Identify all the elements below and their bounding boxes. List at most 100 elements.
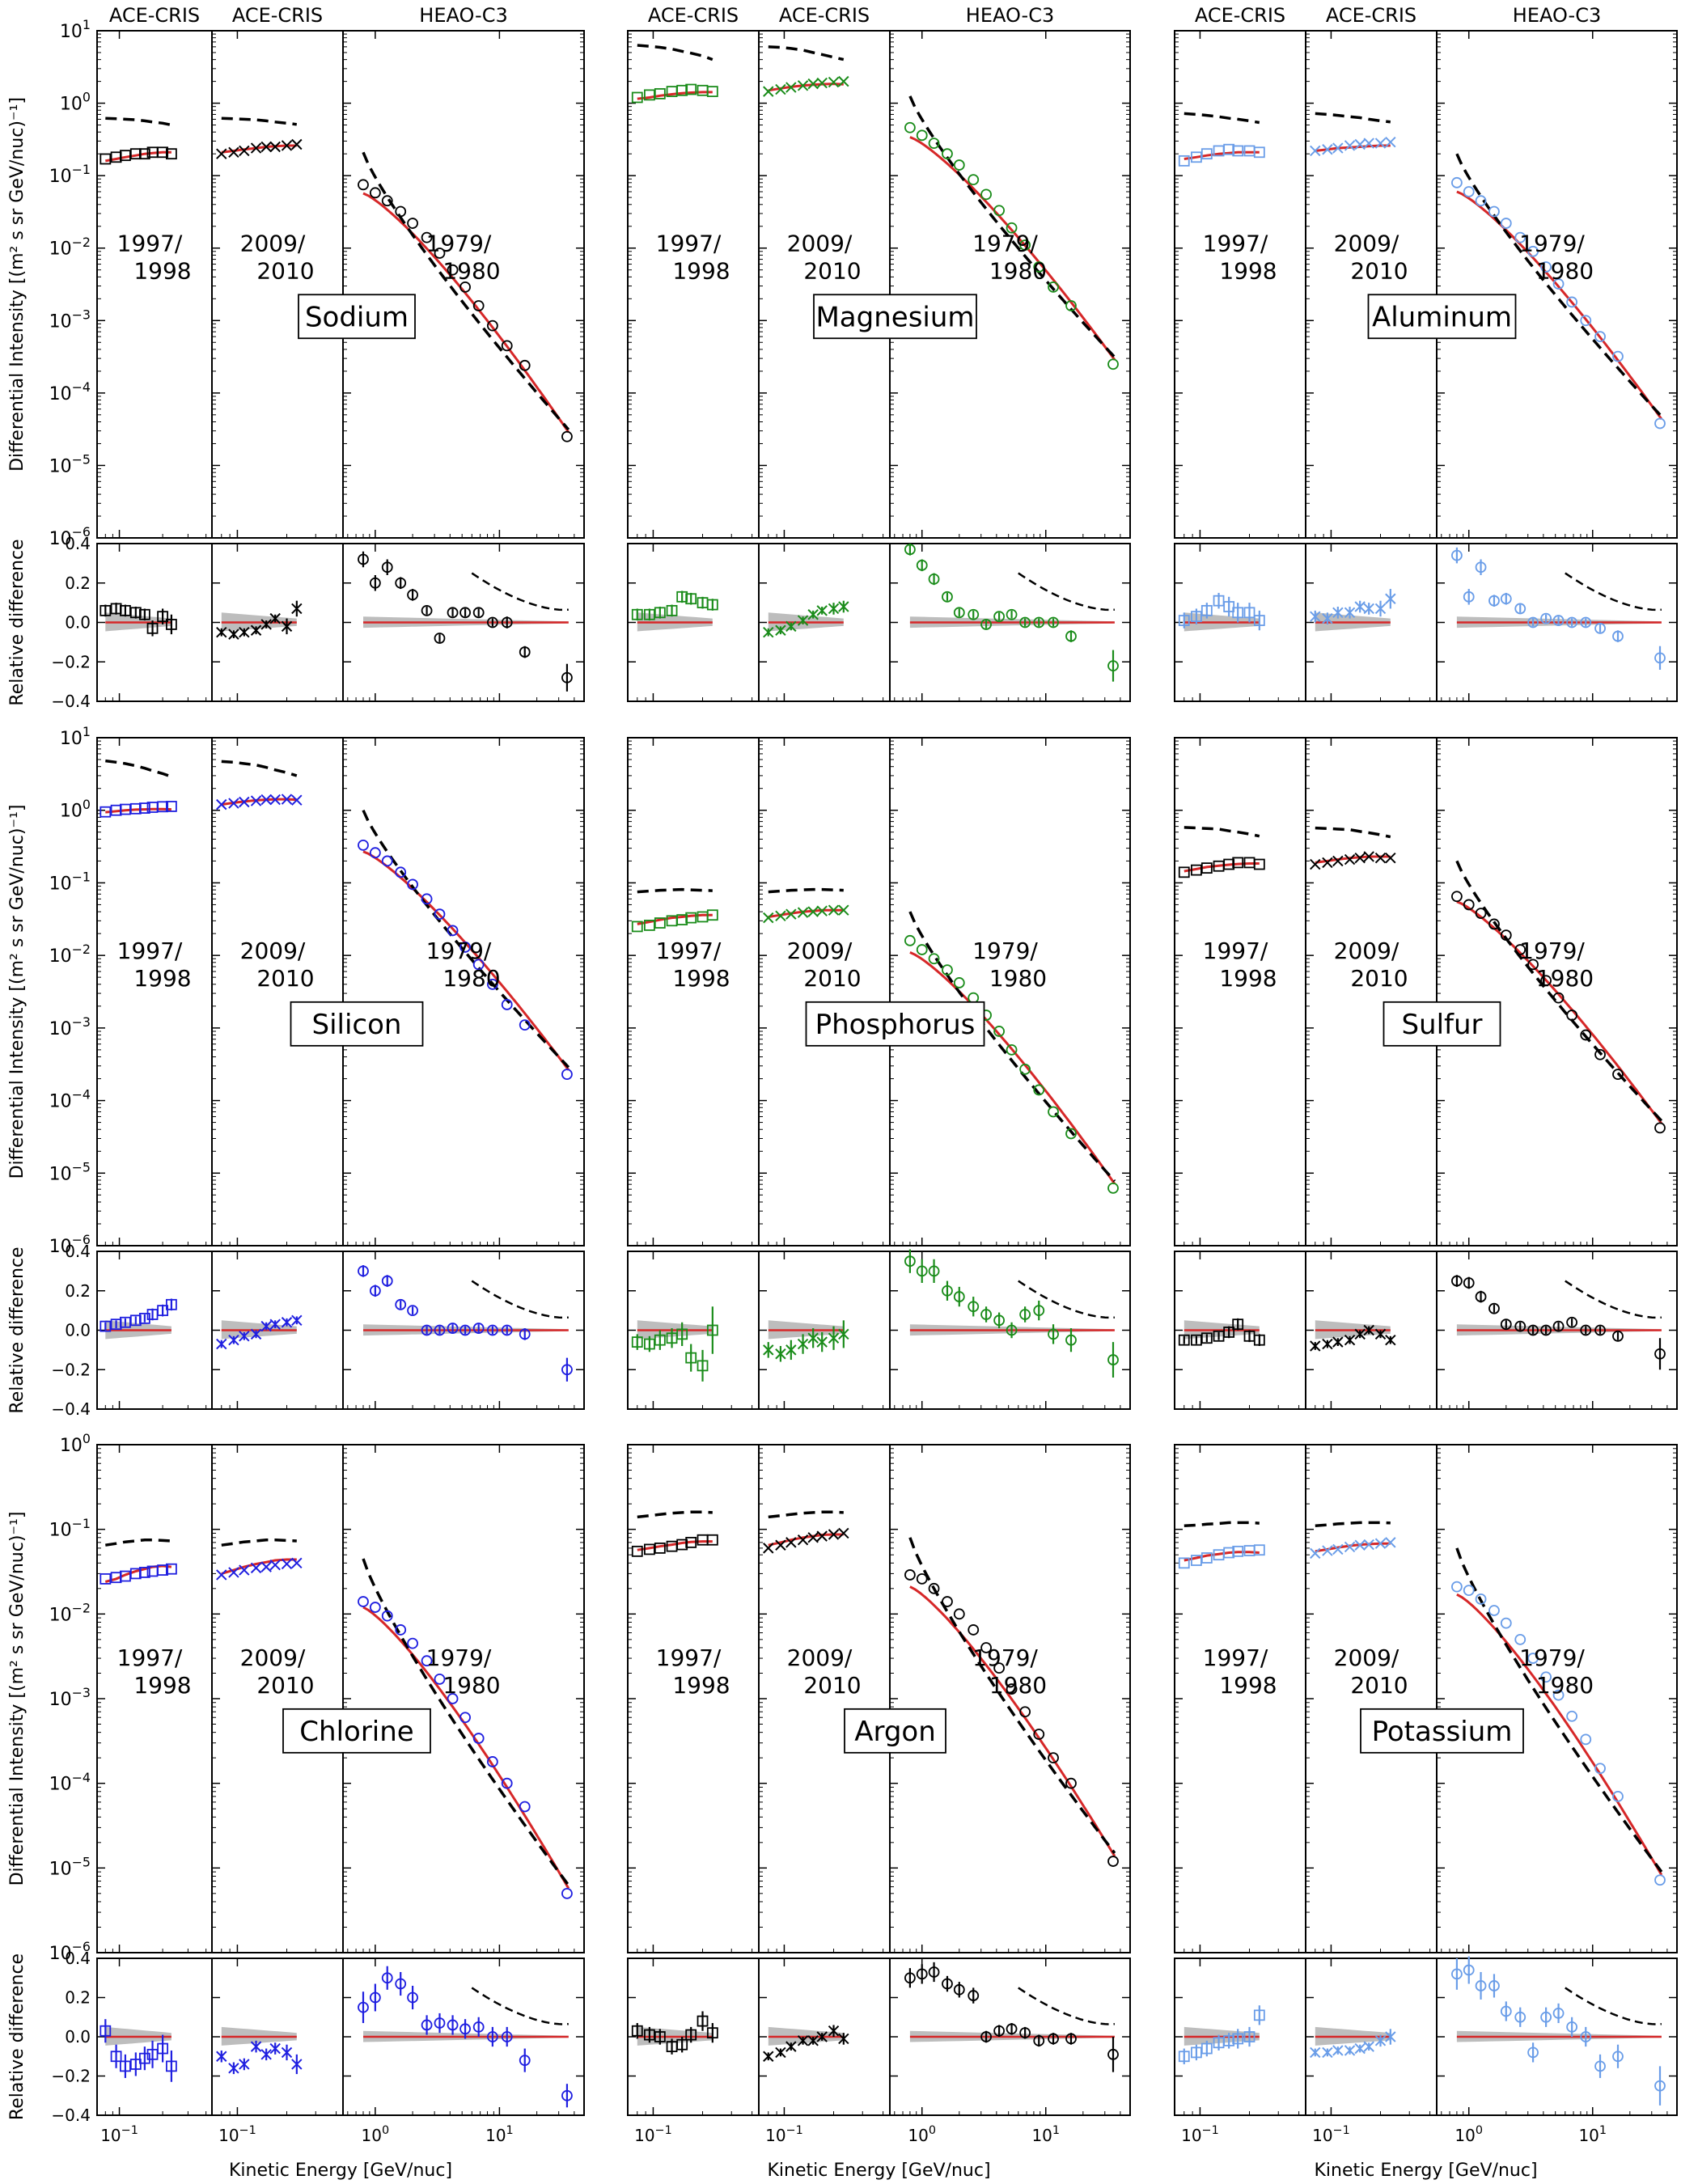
- rel-data-point: [1223, 2034, 1235, 2046]
- period-label: 1997/: [656, 938, 722, 964]
- y-tick-label: 10−5: [49, 1159, 91, 1184]
- rel-data-point: [797, 615, 809, 626]
- data-point: [785, 1537, 797, 1548]
- y-tick-label: 10−3: [49, 307, 91, 332]
- period-label: 1979/: [426, 938, 492, 964]
- rel-data-point: [1540, 1324, 1552, 1336]
- data-point: [1500, 1617, 1512, 1629]
- element-label: Aluminum: [1372, 301, 1512, 333]
- rel-data-point: [146, 622, 159, 634]
- rel-data-point: [120, 604, 131, 616]
- data-point: [1514, 1633, 1527, 1645]
- data-point: [654, 87, 666, 99]
- data-point: [631, 1545, 643, 1557]
- data-point: [1322, 857, 1333, 869]
- data-point: [644, 89, 655, 101]
- data-point: [1385, 853, 1396, 864]
- data-point: [369, 187, 381, 199]
- rel-data-point: [421, 604, 433, 616]
- rel-data-point: [1033, 2034, 1045, 2046]
- unmodulated-curve: [768, 45, 845, 61]
- data-point: [942, 148, 953, 160]
- rel-data-point: [157, 2042, 168, 2055]
- rel-data-point: [472, 1323, 485, 1334]
- data-point: [775, 1539, 786, 1551]
- data-point: [1594, 331, 1606, 343]
- data-point: [1107, 1856, 1119, 1867]
- rel-unmodulated-curve: [1565, 572, 1662, 612]
- rel-y-tick-label: −0.4: [51, 1399, 91, 1419]
- rel-data-point: [1475, 1980, 1487, 1991]
- rel-data-point: [561, 2089, 573, 2101]
- rel-data-point: [1374, 2035, 1387, 2046]
- data-point: [1385, 1537, 1396, 1548]
- rel-data-point: [561, 671, 573, 684]
- data-point: [1033, 261, 1045, 273]
- data-point: [1654, 1122, 1666, 1134]
- rel-data-point: [216, 2051, 227, 2062]
- rel-data-point: [281, 1317, 293, 1328]
- rel-data-point: [1566, 1316, 1578, 1328]
- y-tick-label: 10−5: [49, 452, 91, 477]
- rel-y-tick-label: 0.0: [65, 1321, 91, 1340]
- data-point: [281, 794, 293, 805]
- rel-data-point: [472, 2021, 485, 2033]
- data-point: [1310, 858, 1321, 870]
- rel-data-point: [706, 2027, 718, 2039]
- rel-data-point: [407, 589, 418, 601]
- rel-data-point: [1475, 1291, 1487, 1302]
- rel-y-tick-label: 0.4: [65, 1242, 91, 1261]
- data-point: [1191, 1555, 1202, 1566]
- rel-data-point: [1385, 2031, 1396, 2042]
- rel-data-point: [838, 1328, 849, 1340]
- rel-data-point: [358, 1265, 369, 1277]
- data-point: [561, 430, 573, 442]
- unmodulated-curve: [1315, 826, 1391, 839]
- rel-data-point: [1048, 2033, 1059, 2045]
- rel-data-point: [1451, 549, 1463, 561]
- data-point: [1232, 1545, 1244, 1557]
- element-label-box: [1367, 294, 1517, 340]
- period-label: 2009/: [787, 1644, 853, 1671]
- unmodulated-curve: [768, 1510, 844, 1519]
- data-point: [1580, 1029, 1592, 1041]
- model-curve: [909, 1585, 1116, 1857]
- rel-data-point: [1612, 630, 1624, 642]
- panel-aluminum: 1997/1998 2009/2010 1979/1980 Aluminum: [1174, 30, 1678, 702]
- rel-y-tick-label: 0.2: [65, 1988, 91, 2008]
- rel-y-tick-label: 0.0: [65, 613, 91, 633]
- data-point: [1552, 992, 1565, 1004]
- period-label: 1980: [442, 1672, 500, 1699]
- rel-data-point: [775, 1348, 786, 1360]
- rel-data-point: [228, 629, 239, 640]
- rel-data-point: [1514, 1320, 1527, 1332]
- rel-data-point: [1463, 1964, 1475, 1976]
- data-point: [260, 794, 272, 806]
- rel-data-point: [486, 2031, 498, 2042]
- rel-unmodulated-curve: [471, 1987, 569, 2025]
- unmodulated-curve: [105, 116, 172, 127]
- rel-data-point: [1594, 622, 1606, 634]
- rel-data-point: [1243, 607, 1256, 619]
- unmodulated-curve: [1455, 1547, 1663, 1873]
- rel-data-point: [1354, 601, 1366, 612]
- data-point: [1033, 1084, 1045, 1096]
- unmodulated-curve: [105, 759, 172, 778]
- rel-data-point: [1385, 593, 1396, 604]
- rel-data-point: [828, 603, 840, 615]
- data-point: [459, 281, 471, 293]
- rel-data-point: [1552, 2007, 1565, 2019]
- data-point: [129, 1568, 142, 1580]
- period-label: 2010: [803, 258, 861, 285]
- rel-data-point: [1178, 1334, 1190, 1346]
- rel-data-point: [100, 2025, 112, 2037]
- rel-data-point: [1019, 2027, 1031, 2039]
- period-label: 1997/: [117, 231, 183, 257]
- y-tick-label: 10−2: [49, 1600, 91, 1625]
- unmodulated-curve: [1184, 112, 1260, 125]
- rel-data-point: [165, 619, 177, 630]
- data-point: [1200, 148, 1213, 160]
- rel-data-point: [644, 1338, 655, 1350]
- data-point: [1243, 1545, 1256, 1556]
- data-point: [1354, 1539, 1366, 1551]
